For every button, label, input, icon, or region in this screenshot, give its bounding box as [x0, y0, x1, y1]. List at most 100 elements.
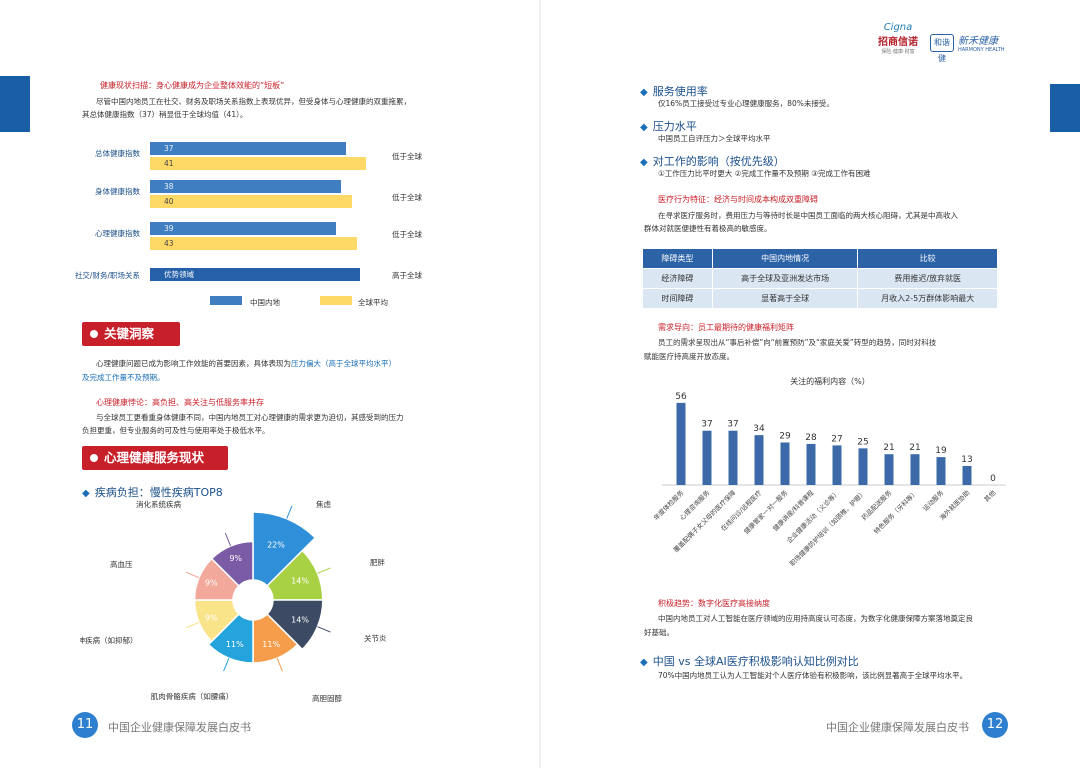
benefit-bar	[676, 402, 686, 485]
legend-label-global: 全球平均	[358, 298, 388, 307]
usage-heading: ◆ 服务使用率	[640, 80, 708, 99]
rose-slice-pct: 9%	[229, 554, 242, 563]
benefit-value-label: 37	[727, 420, 738, 430]
benefit-value-label: 13	[961, 455, 972, 465]
rose-slice-label: 高胆固醇	[312, 693, 342, 703]
left-page-tab	[0, 76, 30, 132]
benefit-chart-title: 关注的福利内容（%）	[790, 377, 870, 386]
benefit-category-label: 特色服务（牙科等）	[872, 488, 920, 536]
benefit-value-label: 56	[675, 392, 687, 402]
rose-slice-pct: 11%	[226, 640, 244, 649]
table-cell: 费用推迟/放弃就医	[857, 268, 998, 289]
bar-global-mental: 43	[150, 237, 357, 250]
insight-text: 心理健康问题已成为影响工作效能的首要因素，具体表现为压力偏大（高于全球平均水平）	[96, 357, 396, 370]
benefit-bar	[806, 443, 816, 485]
rose-slice-label: 肌肉骨骼疾病（如腰痛）	[151, 691, 234, 701]
benefit-value-label: 37	[701, 420, 712, 430]
insight-line-2: 及完成工作量不及预期。	[82, 373, 165, 382]
bar-global-physical: 40	[150, 195, 352, 208]
cigna-logo-cn: 招商信诺	[878, 37, 918, 48]
benefit-category-label: 其他	[982, 488, 998, 504]
benefit-bar	[936, 457, 946, 485]
benefit-category-label: 运动服务	[921, 488, 946, 513]
benefit-value-label: 19	[935, 446, 947, 456]
impact-heading-label: 对工作的影响（按优先级）	[652, 155, 785, 168]
harmony-logo-box: 和谐健	[930, 34, 954, 63]
usage-heading-label: 服务使用率	[652, 85, 708, 98]
benefit-bar	[858, 448, 868, 485]
insight-highlight: 压力偏大（高于全球平均水平）	[291, 359, 396, 368]
cigna-logo-en: Cigna	[883, 22, 913, 33]
page-fold	[539, 0, 541, 768]
rose-leader-line	[317, 626, 331, 633]
stress-heading: ◆ 压力水平	[640, 115, 697, 134]
paradox-title: 心理健康悖论：高负担、高关注与低服务率并存	[96, 398, 264, 407]
benefit-value-label: 0	[990, 474, 996, 484]
benefit-value-label: 29	[779, 431, 791, 441]
legend-swatch-cn	[210, 296, 242, 305]
benefit-bar	[832, 445, 842, 485]
table-header: 比较	[857, 248, 998, 269]
diamond-bullet-icon: ◆	[640, 87, 648, 98]
benefit-value-label: 21	[883, 443, 894, 453]
rose-slice-pct: 22%	[267, 541, 285, 550]
stress-heading-label: 压力水平	[652, 120, 697, 133]
table-header-row: 障碍类型 中国内地情况 比较	[642, 248, 998, 269]
paradox-line-2: 负担更重，但专业服务的可及性与使用率处于极低水平。	[82, 426, 270, 435]
medical-line-1: 在寻求医疗服务时，费用压力与等待时长是中国员工面临的两大核心阻碍，尤其是中高收入	[658, 211, 958, 220]
table-row: 经济障碍 高于全球及亚洲发达市场 费用推迟/放弃就医	[642, 268, 998, 289]
table-cell: 显著高于全球	[711, 288, 859, 309]
chronic-disease-rose-chart: 22% 焦虑 14% 肥胖 14% 关节炎 11% 高胆固醇 11% 肌肉骨骼疾病（如腰痛） 9% 精…	[80, 499, 387, 703]
row-label-overall: 总体健康指数	[95, 149, 140, 158]
rose-slice-label: 消化系统疾病	[136, 499, 181, 509]
benefit-bar	[702, 430, 712, 485]
legend-swatch-global	[320, 296, 352, 305]
note-overall: 低于全球	[392, 152, 422, 161]
bar-cn-social: 优势领域	[150, 268, 360, 281]
table-row: 时间障碍 显著高于全球 月收入2-5万群体影响最大	[642, 288, 998, 309]
table-header: 中国内地情况	[711, 248, 859, 269]
demand-line-1: 员工的需求呈现出从“事后补偿”向“前置预防”及“家庭关爱”转型的趋势，同时对科技	[658, 338, 937, 347]
benefit-value-label: 28	[805, 433, 817, 443]
note-mental: 低于全球	[392, 230, 422, 239]
benefit-bar-chart: 56年度体检服务37心理咨询服务37覆盖配偶子女父母的医疗保障34在线问诊/远程…	[651, 392, 1006, 568]
usage-text: 仅16%员工接受过专业心理健康服务，80%未接受。	[658, 99, 834, 108]
service-badge-label: 心理健康服务现状	[104, 450, 205, 465]
bar-cn-mental: 39	[150, 222, 336, 235]
rose-slice-label: 高血压	[110, 559, 133, 569]
insight-badge: 关键洞察	[82, 322, 180, 346]
paradox-line-1: 与全球员工更看重身体健康不同，中国内地员工对心理健康的需求更为迫切，其感受到的压…	[96, 413, 404, 422]
service-badge: 心理健康服务现状	[82, 446, 228, 470]
disease-heading: ◆ 疾病负担：慢性疾病TOP8	[82, 481, 223, 500]
left-page-number: 11	[72, 712, 98, 738]
rose-slice-label: 关节炎	[364, 633, 387, 643]
health-index-chart: 总体健康指数 37 41 低于全球 身体健康指数 38 40 低于全球 心理健康…	[40, 130, 460, 315]
harmony-logo-name: 新禾健康	[958, 36, 998, 47]
rose-slice-label: 肥胖	[370, 557, 385, 567]
benefit-value-label: 34	[753, 424, 765, 434]
benefit-bar	[728, 430, 738, 485]
table-cell: 高于全球及亚洲发达市场	[711, 268, 859, 289]
bar-cn-physical: 38	[150, 180, 341, 193]
legend-label-cn: 中国内地	[250, 298, 280, 307]
impact-heading: ◆ 对工作的影响（按优先级）	[640, 150, 785, 169]
rose-slice-pct: 9%	[205, 613, 218, 622]
ai-text: 70%中国内地员工认为人工智能对个人医疗体验有积极影响，该比例显著高于全球平均水…	[658, 671, 968, 680]
rose-slice-label: 精神疾病（如抑郁）	[80, 635, 138, 645]
bar-global-overall: 41	[150, 157, 366, 170]
intro-title: 健康现状扫描：身心健康成为企业整体效能的“短板”	[100, 81, 285, 90]
diamond-bullet-icon: ◆	[82, 488, 90, 499]
row-label-physical: 身体健康指数	[95, 187, 140, 196]
rose-leader-line	[276, 658, 283, 672]
note-social: 高于全球	[392, 271, 422, 280]
demand-title: 需求导向：员工最期待的健康福利矩阵	[658, 323, 794, 332]
badge-dot-icon	[90, 330, 98, 338]
benefit-value-label: 21	[909, 443, 920, 453]
benefit-bar	[910, 454, 920, 485]
left-footer-title: 中国企业健康保障发展白皮书	[108, 721, 251, 734]
benefit-bar	[884, 454, 894, 485]
demand-line-2: 赋能医疗持高度开放态度。	[644, 352, 734, 361]
intro-line-1: 尽管中国内地员工在社交、财务及职场关系指数上表现优异，但受身体与心理健康的双重拖…	[96, 97, 411, 106]
table-cell: 经济障碍	[642, 268, 713, 289]
medical-line-2: 群体对就医便捷性有着极高的敏感度。	[644, 224, 772, 233]
